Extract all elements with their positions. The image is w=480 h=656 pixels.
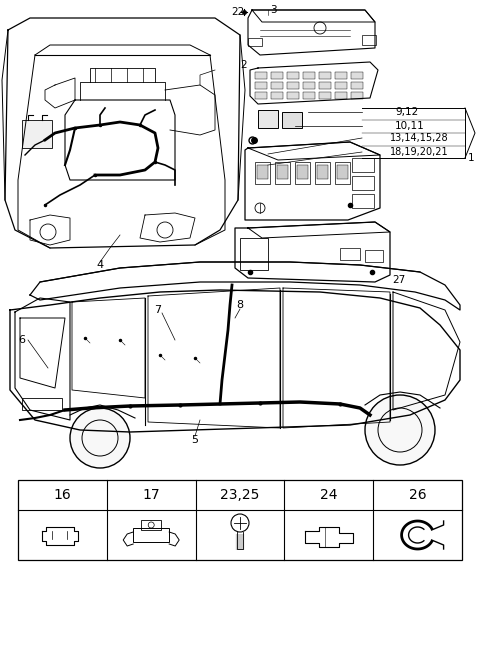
Bar	[335, 92, 347, 99]
Circle shape	[365, 395, 435, 465]
Bar	[295, 162, 310, 184]
Bar	[340, 248, 360, 260]
Text: 27: 27	[392, 275, 405, 285]
Text: 10,11: 10,11	[395, 121, 425, 131]
Text: 6: 6	[19, 335, 25, 345]
Bar	[275, 162, 290, 184]
Bar	[319, 72, 331, 79]
Bar	[303, 92, 315, 99]
Bar	[18, 480, 462, 560]
Text: 4: 4	[96, 260, 104, 270]
Text: 3: 3	[270, 5, 276, 15]
Bar	[277, 165, 288, 179]
Bar	[258, 110, 278, 128]
Bar	[255, 72, 267, 79]
Bar	[248, 38, 262, 46]
Bar	[287, 82, 299, 89]
Text: 5: 5	[192, 435, 199, 445]
Bar	[255, 92, 267, 99]
Bar	[362, 35, 376, 45]
Bar	[271, 72, 283, 79]
Text: 16: 16	[54, 488, 71, 502]
Bar	[352, 158, 374, 172]
Bar	[287, 72, 299, 79]
Bar	[351, 92, 363, 99]
Bar	[335, 82, 347, 89]
Bar	[287, 92, 299, 99]
Bar	[351, 72, 363, 79]
Bar	[282, 112, 302, 128]
Bar	[303, 82, 315, 89]
Bar	[271, 82, 283, 89]
Bar	[133, 528, 169, 542]
Text: 8: 8	[237, 300, 243, 310]
Bar	[315, 162, 330, 184]
Bar	[352, 176, 374, 190]
Bar	[255, 82, 267, 89]
Bar	[351, 82, 363, 89]
Text: 9,12: 9,12	[395, 107, 418, 117]
Text: 26: 26	[409, 488, 426, 502]
Bar	[335, 72, 347, 79]
Bar	[141, 520, 161, 530]
Bar	[319, 82, 331, 89]
Text: 17: 17	[143, 488, 160, 502]
Bar	[335, 162, 350, 184]
Text: 13,14,15,28: 13,14,15,28	[390, 133, 449, 143]
Text: 24: 24	[320, 488, 337, 502]
Bar	[319, 92, 331, 99]
Circle shape	[70, 408, 130, 468]
Text: 23,25: 23,25	[220, 488, 260, 502]
Text: 7: 7	[155, 305, 162, 315]
Bar	[257, 165, 268, 179]
Text: 22: 22	[231, 7, 244, 17]
Bar	[240, 238, 268, 270]
Bar	[255, 162, 270, 184]
Text: 18,19,20,21: 18,19,20,21	[390, 147, 449, 157]
Bar	[317, 165, 328, 179]
Bar	[22, 120, 52, 148]
Bar	[352, 194, 374, 208]
Text: 2: 2	[240, 60, 247, 70]
Bar	[303, 72, 315, 79]
Bar	[365, 250, 383, 262]
Text: 1: 1	[468, 153, 475, 163]
Bar	[271, 92, 283, 99]
Bar	[337, 165, 348, 179]
Bar	[297, 165, 308, 179]
Bar	[22, 398, 62, 410]
